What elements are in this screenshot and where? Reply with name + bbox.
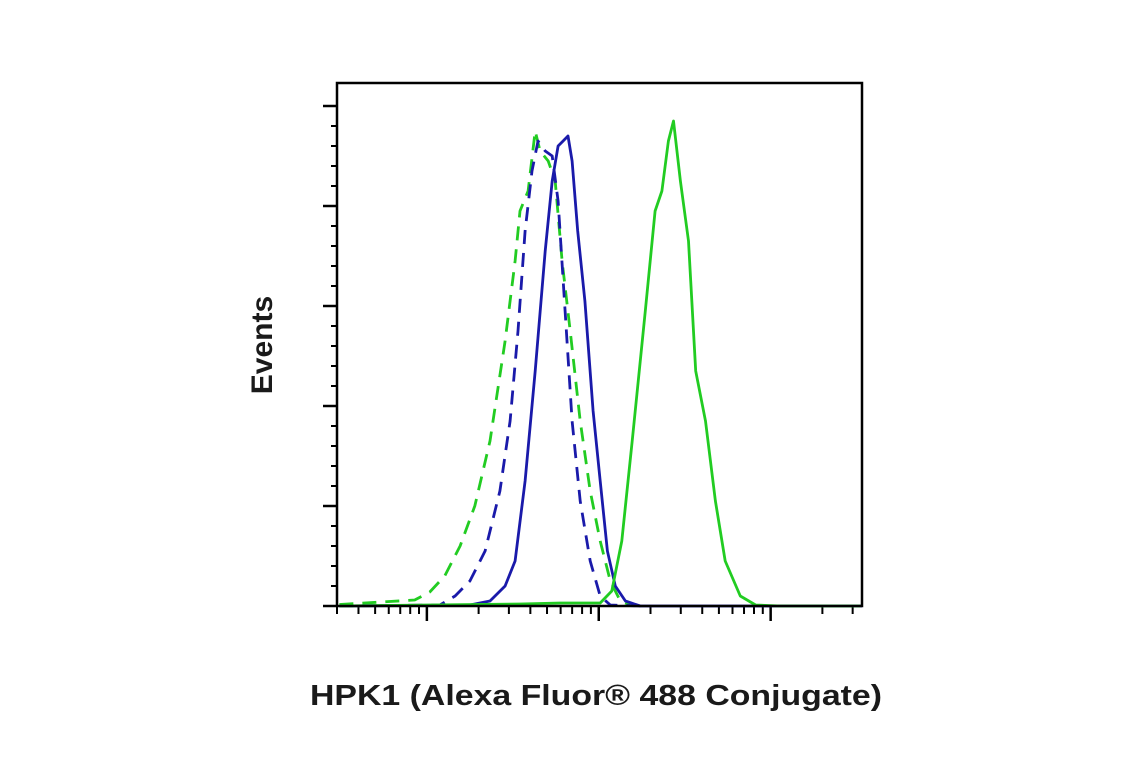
histogram-line (339, 139, 643, 608)
histogram-line (339, 134, 862, 608)
plot-frame (335, 81, 864, 608)
histogram-line (339, 119, 861, 608)
y-axis-label: Events (246, 296, 279, 394)
x-axis-label: HPK1 (Alexa Fluor® 488 Conjugate) (310, 680, 882, 712)
histogram-line (339, 129, 631, 607)
